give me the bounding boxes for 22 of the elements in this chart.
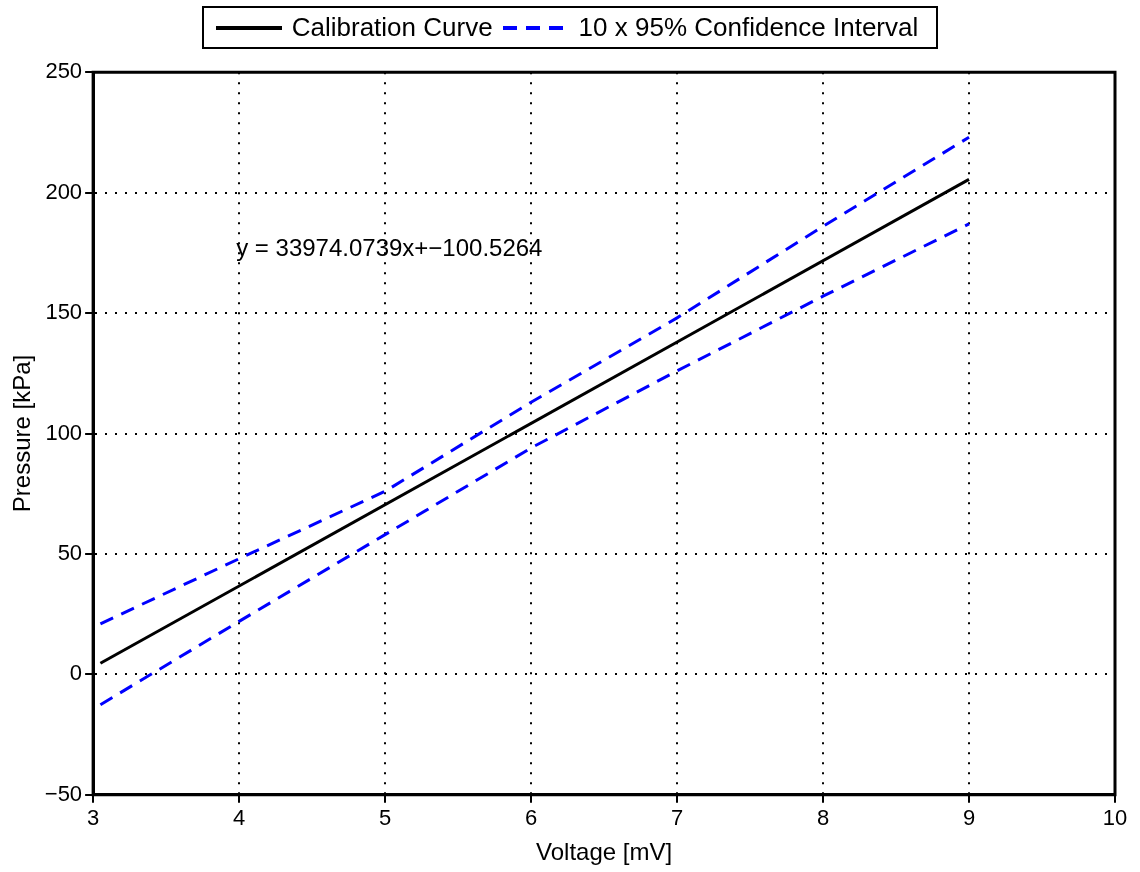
line-series [98, 135, 971, 626]
x-tick-label: 6 [524, 805, 538, 831]
legend-label: Calibration Curve [291, 12, 493, 43]
y-tick-label: 50 [57, 540, 83, 565]
line-series [98, 222, 971, 707]
x-tick-label: 3 [86, 805, 100, 831]
y-tick-label: −50 [44, 780, 83, 806]
x-tick-label: 9 [962, 805, 976, 831]
y-tick-label: 100 [45, 419, 83, 445]
y-tick-label: 250 [45, 58, 83, 84]
x-tick-label: 4 [232, 805, 246, 831]
y-tick-label: 200 [45, 178, 83, 204]
y-tick-label: 150 [45, 299, 83, 325]
annotation: y = 33974.0739x+−100.5264 [236, 233, 543, 261]
x-tick-label: 7 [670, 805, 684, 831]
legend-label: 10 x 95% Confidence Interval [578, 12, 919, 43]
x-axis-title: Voltage [mV] [536, 838, 673, 866]
y-axis-title: Pressure [kPa] [8, 354, 36, 513]
y-tick-label: 0 [69, 660, 83, 686]
x-tick-label: 5 [378, 805, 392, 831]
x-tick-label: 8 [816, 805, 830, 831]
x-tick-label: 10 [1102, 805, 1128, 831]
